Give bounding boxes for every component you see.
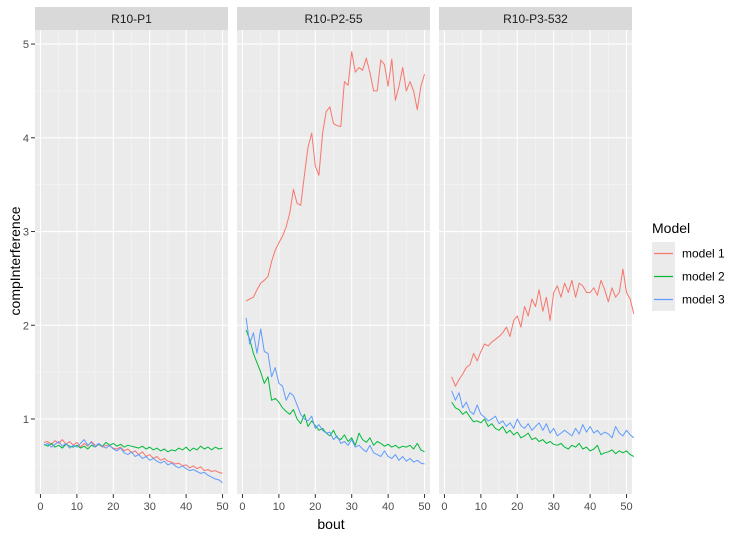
x-tick-label: 40 — [382, 501, 394, 513]
facet-strip — [35, 7, 228, 30]
y-axis: 1 2 3 4 5 — [23, 39, 35, 426]
legend: Model model 1 model 2 model 3 — [652, 220, 725, 311]
x-tick-label: 0 — [239, 501, 245, 513]
x-tick-label: 20 — [107, 501, 119, 513]
x-tick-label: 10 — [475, 501, 487, 513]
x-tick-label: 30 — [144, 501, 156, 513]
x-tick-label: 10 — [273, 501, 285, 513]
y-tick-label: 4 — [23, 133, 29, 145]
series-line-model-2 — [43, 441, 223, 453]
legend-label-model-1: model 1 — [682, 247, 725, 261]
y-tick-label: 5 — [23, 39, 29, 51]
x-tick-label: 20 — [309, 501, 321, 513]
series-line-model-1 — [451, 268, 635, 387]
facet-strip-label: R10-P2-55 — [304, 12, 362, 26]
series-line-model-3 — [451, 390, 635, 439]
facet-strip — [237, 7, 430, 30]
series-line-model-2 — [451, 401, 635, 457]
facet-r10-p1: R10-P1 0 10 20 30 40 50 — [35, 7, 229, 513]
x-tick-label: 50 — [620, 501, 632, 513]
facet-r10-p3-532: R10-P3-532 0 10 20 30 40 50 — [439, 7, 635, 513]
x-tick-label: 0 — [37, 501, 43, 513]
x-tick-label: 20 — [511, 501, 523, 513]
legend-title: Model — [652, 220, 690, 236]
x-tick-label: 10 — [71, 501, 83, 513]
x-tick-label: 50 — [418, 501, 430, 513]
x-tick-label: 30 — [548, 501, 560, 513]
facet-strip-label: R10-P3-532 — [503, 12, 568, 26]
series-line-model-1 — [245, 51, 425, 302]
x-tick-label: 0 — [441, 501, 447, 513]
facet-r10-p2-55: R10-P2-55 0 10 20 30 40 50 — [237, 7, 431, 513]
x-tick-label: 30 — [346, 501, 358, 513]
x-tick-label: 40 — [180, 501, 192, 513]
y-axis-title: compInterference — [7, 206, 23, 315]
x-tick-label: 40 — [584, 501, 596, 513]
facet-strip — [439, 7, 632, 30]
series-line-model-2 — [245, 329, 425, 453]
legend-label-model-2: model 2 — [682, 270, 725, 284]
y-tick-label: 2 — [23, 320, 29, 332]
legend-label-model-3: model 3 — [682, 293, 725, 307]
x-axis-title: bout — [317, 516, 344, 532]
facet-strip-label: R10-P1 — [111, 12, 152, 26]
series-line-model-3 — [43, 439, 223, 484]
y-tick-label: 1 — [23, 414, 29, 426]
y-tick-label: 3 — [23, 227, 29, 239]
series-line-model-1 — [43, 439, 223, 474]
series-line-model-3 — [245, 317, 425, 465]
x-tick-label: 50 — [216, 501, 228, 513]
